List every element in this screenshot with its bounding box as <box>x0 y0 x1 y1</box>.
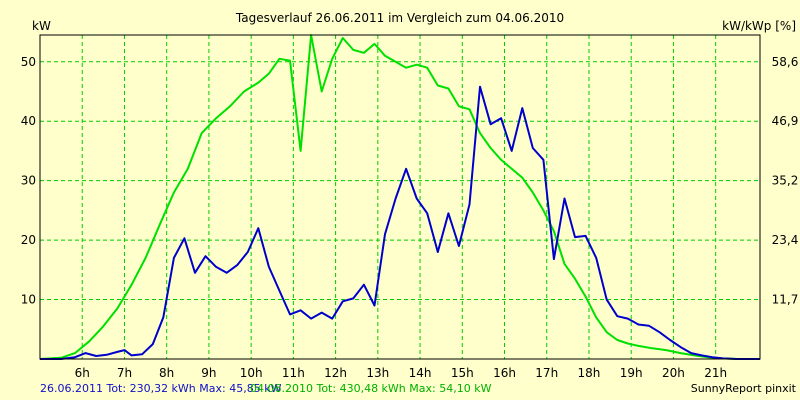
x-tick-label: 10h <box>240 366 263 380</box>
x-tick-label: 19h <box>620 366 643 380</box>
x-tick-label: 14h <box>409 366 432 380</box>
y-tick-label-right: 58,6 <box>772 55 799 69</box>
series-lines <box>39 34 760 360</box>
series-line <box>39 34 760 360</box>
x-tick-label: 16h <box>493 366 516 380</box>
x-tick-label: 20h <box>662 366 685 380</box>
plot-frame <box>39 34 761 360</box>
x-tick-label: 8h <box>159 366 174 380</box>
x-tick-label: 17h <box>535 366 558 380</box>
x-tick-label: 15h <box>451 366 474 380</box>
plot-border <box>39 34 761 360</box>
y-tick-label-left: 50 <box>21 55 36 69</box>
y-axis-unit-right: kW/kWp [%] <box>722 19 796 33</box>
y-tick-label-right: 46,9 <box>772 114 799 128</box>
x-tick-label: 13h <box>366 366 389 380</box>
series-line <box>40 85 760 360</box>
x-tick-label: 21h <box>704 366 727 380</box>
credit-text: SunnyReport pinxit <box>690 382 796 395</box>
y-axis-unit-left: kW <box>32 19 51 33</box>
y-tick-label-left: 30 <box>21 174 36 188</box>
y-tick-label-left: 40 <box>21 114 36 128</box>
x-tick-label: 18h <box>578 366 601 380</box>
y-tick-label-right: 35,2 <box>772 174 799 188</box>
grid-lines <box>40 35 760 359</box>
x-tick-label: 7h <box>117 366 132 380</box>
y-tick-label-right: 23,4 <box>772 233 799 247</box>
x-tick-label: 9h <box>201 366 216 380</box>
legend-series-2: 04.06.2010 Tot: 430,48 kWh Max: 54,10 kW <box>250 382 492 395</box>
chart-title: Tagesverlauf 26.06.2011 im Vergleich zum… <box>235 11 564 25</box>
x-tick-label: 12h <box>324 366 347 380</box>
legend-series-1: 26.06.2011 Tot: 230,32 kWh Max: 45,85 kW <box>40 382 282 395</box>
y-tick-label-left: 10 <box>21 293 36 307</box>
x-tick-label: 11h <box>282 366 305 380</box>
y-tick-label-left: 20 <box>21 233 36 247</box>
x-tick-label: 6h <box>75 366 90 380</box>
y-tick-label-right: 11,7 <box>772 293 799 307</box>
tick-labels: 6h 7h 8h 9h 10h 11h 12h 13h 14h 15h 16h 17h 18h 19h 20… <box>21 55 799 380</box>
